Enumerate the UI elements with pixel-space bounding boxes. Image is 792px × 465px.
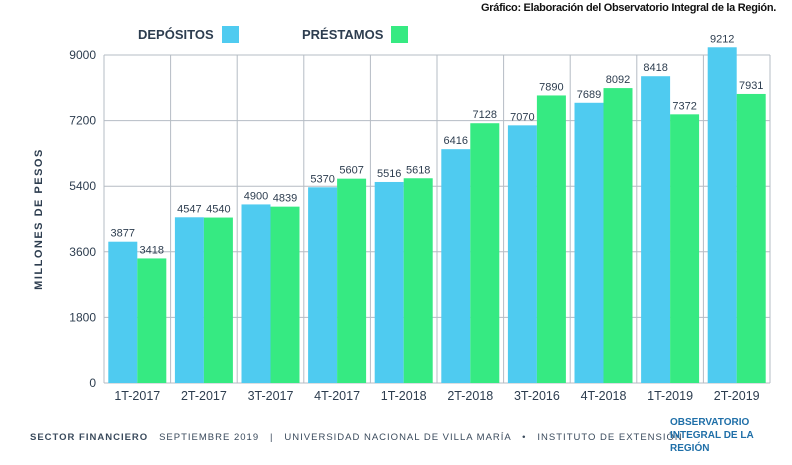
bar-prestamos [470,123,500,383]
data-label-depositos: 6416 [444,135,468,147]
x-tick-label: 2T-2018 [447,389,493,403]
y-tick-label: 3600 [69,245,96,259]
data-label-prestamos: 5618 [406,164,430,176]
x-tick-label: 4T-2018 [581,389,627,403]
bar-prestamos [337,178,367,383]
footer-bullet: • [522,432,527,443]
footer: SECTOR FINANCIERO SEPTIEMBRE 2019 | UNIV… [0,414,792,465]
bar-depositos [108,241,138,383]
data-label-prestamos: 3418 [140,244,164,256]
data-label-depositos: 4900 [244,190,268,202]
y-tick-label: 5400 [69,179,96,193]
footer-sector: SECTOR FINANCIERO [30,432,149,443]
bar-prestamos [603,88,633,383]
y-axis-title: MILLONES DE PESOS [33,148,45,290]
bar-depositos [174,217,204,383]
bar-depositos [441,149,471,383]
x-tick-label: 3T-2016 [514,389,560,403]
bar-prestamos [137,258,167,383]
chart-legend: DEPÓSITOS PRÉSTAMOS [0,26,792,46]
legend-label-prestamos: PRÉSTAMOS [302,27,384,42]
bar-depositos [641,76,671,383]
footer-brand: OBSERVATORIO INTEGRAL DE LA REGIÓN [670,417,754,454]
bar-prestamos [670,114,700,384]
footer-university: UNIVERSIDAD NACIONAL DE VILLA MARÍA [284,432,512,443]
x-tick-label: 3T-2017 [248,389,294,403]
legend-swatch-prestamos [391,26,409,43]
legend-swatch-depositos [221,26,239,43]
footer-credits: SECTOR FINANCIERO SEPTIEMBRE 2019 | UNIV… [30,432,683,443]
y-tick-label: 0 [89,376,96,390]
x-tick-label: 2T-2017 [181,389,227,403]
y-tick-label: 1800 [69,310,96,324]
legend-item-prestamos: PRÉSTAMOS [302,26,409,43]
bar-depositos [374,181,404,383]
data-label-prestamos: 7890 [539,81,563,93]
x-tick-label: 4T-2017 [314,389,360,403]
bar-prestamos [736,93,766,384]
data-label-depositos: 3877 [111,228,135,240]
data-label-prestamos: 5607 [339,165,363,177]
data-label-depositos: 7070 [510,111,534,123]
legend-item-depositos: DEPÓSITOS [138,26,239,43]
data-label-prestamos: 7128 [473,109,497,121]
legend-label-depositos: DEPÓSITOS [138,27,214,42]
top-bar: Gráfico: Elaboración del Observatorio In… [0,0,792,16]
footer-date: SEPTIEMBRE 2019 [159,432,260,443]
footer-separator: | [270,432,274,443]
data-label-prestamos: 4839 [273,193,297,205]
data-label-depositos: 7689 [577,89,601,101]
y-tick-label: 9000 [69,48,96,62]
data-label-depositos: 5370 [310,173,334,185]
data-label-prestamos: 7372 [672,100,696,112]
bar-depositos [507,125,537,384]
chart-credit: Gráfico: Elaboración del Observatorio In… [481,2,776,14]
bar-prestamos [536,95,566,383]
data-label-prestamos: 4540 [206,204,230,216]
data-label-depositos: 5516 [377,168,401,180]
x-tick-label: 2T-2019 [714,389,760,403]
data-label-prestamos: 8092 [606,74,630,86]
y-tick-label: 7200 [69,114,96,128]
data-label-depositos: 4547 [177,203,201,215]
data-label-depositos: 9212 [710,33,734,45]
data-label-prestamos: 7931 [739,80,763,92]
x-tick-label: 1T-2017 [114,389,160,403]
bar-prestamos [270,206,300,383]
bar-depositos [707,47,737,384]
bar-chart: 0 1800 3600 5400 7200 9000 3877 3418 1T-2017 4547… [33,33,771,403]
bar-prestamos [203,217,233,383]
bar-prestamos [403,178,433,383]
bar-depositos [308,187,338,383]
bar-depositos [574,102,604,384]
x-tick-label: 1T-2019 [647,389,693,403]
x-tick-label: 1T-2018 [381,389,427,403]
data-label-depositos: 8418 [643,62,667,74]
bar-depositos [241,204,271,383]
footer-institute: INSTITUTO DE EXTENSIÓN [537,432,683,443]
